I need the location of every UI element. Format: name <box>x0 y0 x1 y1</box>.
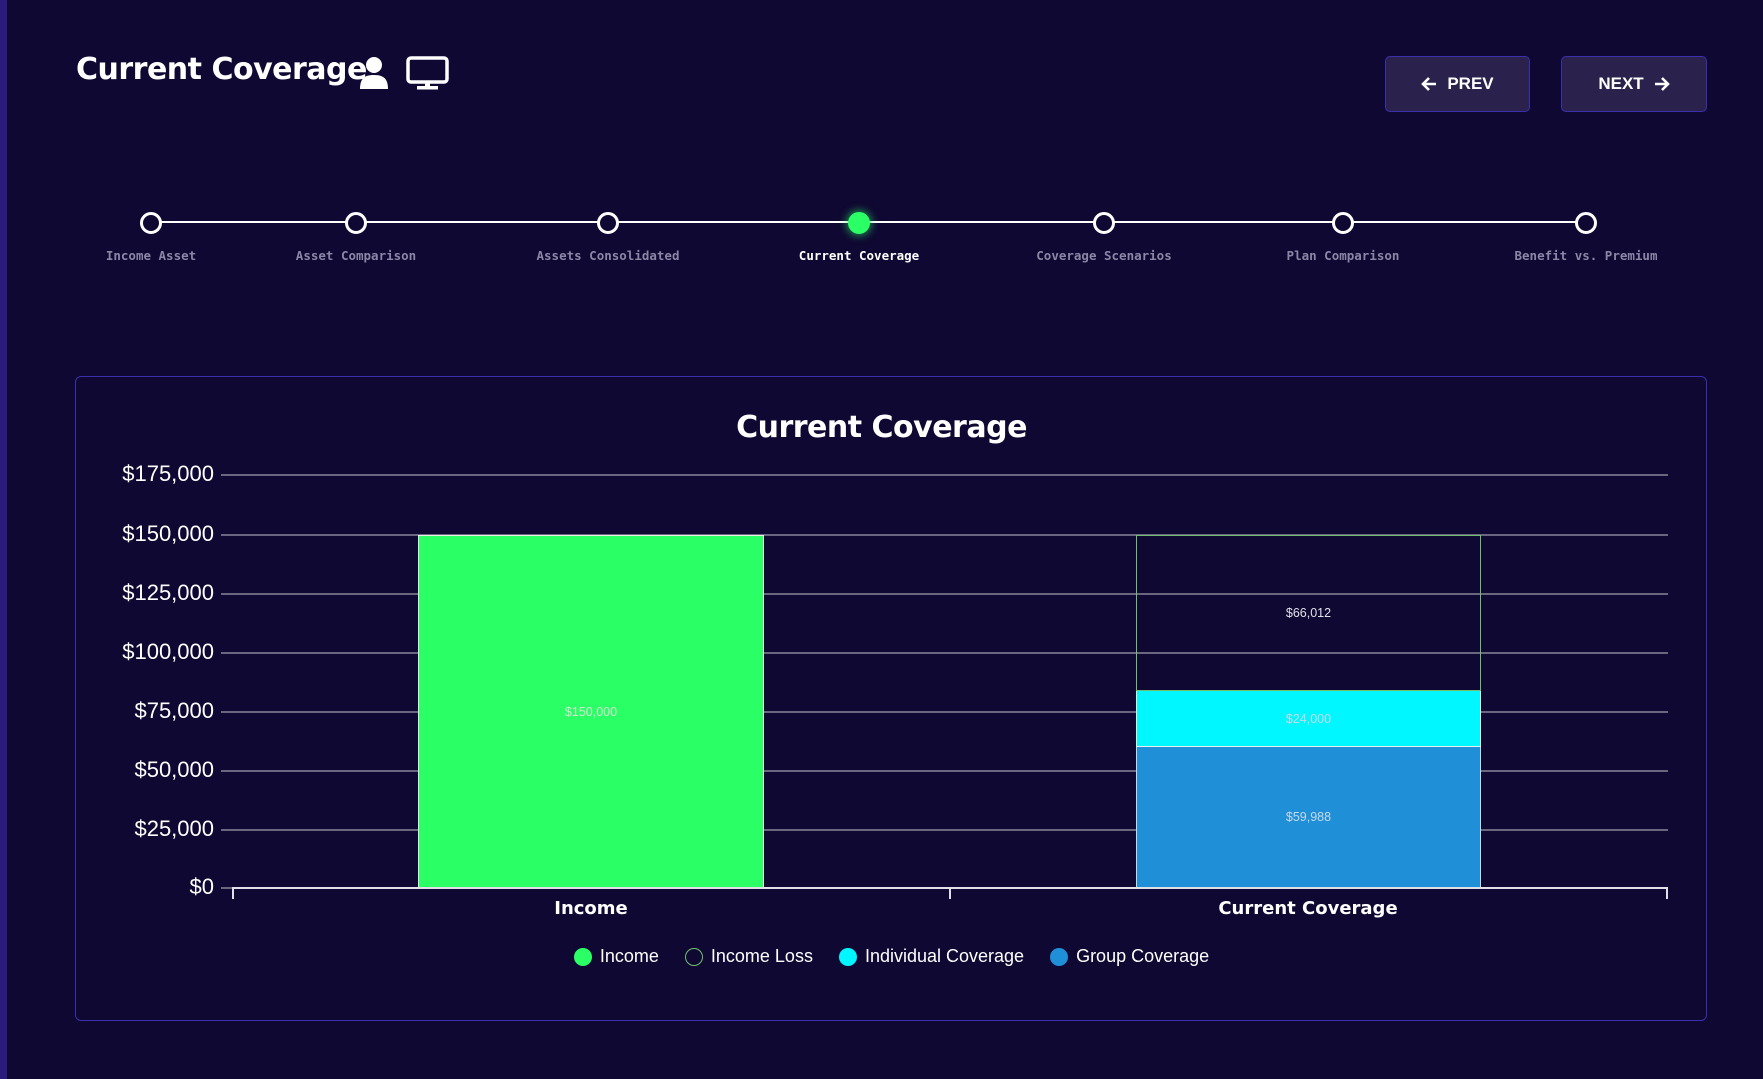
step-label[interactable]: Plan Comparison <box>1286 248 1400 263</box>
gridline <box>221 534 1668 536</box>
x-axis-tick <box>949 887 951 899</box>
bar-value-label: $59,988 <box>1285 810 1332 824</box>
step-dot[interactable] <box>1332 212 1354 234</box>
sidebar-edge <box>0 0 7 1079</box>
gridline <box>221 593 1668 595</box>
bar-value-label: $150,000 <box>564 704 618 719</box>
legend-label: Individual Coverage <box>864 946 1025 966</box>
gridline <box>221 887 233 889</box>
y-tick: $100,000 <box>122 639 214 664</box>
y-tick: $50,000 <box>134 757 214 782</box>
gridline <box>221 829 1668 831</box>
gridline <box>221 770 1668 772</box>
y-tick: $125,000 <box>122 580 214 605</box>
y-tick: $25,000 <box>134 816 214 841</box>
next-label: NEXT <box>1598 74 1644 93</box>
arrow-right-icon <box>1654 77 1670 91</box>
arrow-left-icon <box>1421 77 1437 91</box>
step-label[interactable]: Asset Comparison <box>295 248 417 263</box>
bar-income-loss[interactable]: $66,012 <box>1136 535 1481 691</box>
bar-income[interactable]: $150,000 <box>418 535 764 887</box>
legend-item-income-loss[interactable]: Income Loss <box>684 946 813 967</box>
x-label-income: Income <box>554 898 628 919</box>
x-label-current-coverage: Current Coverage <box>1218 898 1398 919</box>
step-label[interactable]: Income Asset <box>105 248 197 263</box>
x-axis-tick <box>1666 887 1668 899</box>
legend-dot-icon <box>573 947 592 966</box>
bar-group-coverage[interactable]: $59,988 <box>1136 747 1481 887</box>
step-label[interactable]: Current Coverage <box>798 248 920 263</box>
legend-label: Income Loss <box>710 946 813 966</box>
chart-card <box>75 376 1707 1021</box>
legend-ring-icon <box>684 947 703 966</box>
x-axis-tick <box>232 887 234 899</box>
step-dot[interactable] <box>1093 212 1115 234</box>
step-label[interactable]: Assets Consolidated <box>536 248 680 263</box>
user-icon[interactable] <box>359 56 389 94</box>
legend-item-group-coverage[interactable]: Group Coverage <box>1050 946 1209 967</box>
legend-label: Group Coverage <box>1076 946 1210 966</box>
page-title: Current Coverage <box>76 52 367 87</box>
gridline <box>221 652 1668 654</box>
gridline <box>221 711 1668 713</box>
bar-value-label: $66,012 <box>1285 606 1332 620</box>
step-label[interactable]: Benefit vs. Premium <box>1514 248 1658 263</box>
prev-button[interactable]: PREV <box>1385 56 1530 112</box>
step-dot[interactable] <box>140 212 162 234</box>
prev-label: PREV <box>1447 74 1494 93</box>
legend-dot-icon <box>1050 947 1069 966</box>
chart-legend: Income Income Loss Individual Coverage G… <box>0 946 1763 967</box>
chart-title: Current Coverage <box>736 410 1027 445</box>
legend-dot-icon <box>838 947 857 966</box>
legend-item-income[interactable]: Income <box>573 946 659 967</box>
step-label[interactable]: Coverage Scenarios <box>1036 248 1172 263</box>
step-dot[interactable] <box>597 212 619 234</box>
bar-individual-coverage[interactable]: $24,000 <box>1136 691 1481 747</box>
y-tick: $0 <box>189 874 214 899</box>
y-tick: $175,000 <box>122 461 214 486</box>
legend-label: Income <box>599 946 659 966</box>
monitor-icon[interactable] <box>406 56 449 95</box>
bar-value-label: $24,000 <box>1285 711 1332 726</box>
legend-item-individual-coverage[interactable]: Individual Coverage <box>838 946 1025 967</box>
step-dot[interactable] <box>1575 212 1597 234</box>
gridline <box>221 474 1668 476</box>
y-tick: $150,000 <box>122 521 214 546</box>
step-dot[interactable] <box>345 212 367 234</box>
next-button[interactable]: NEXT <box>1561 56 1707 112</box>
y-tick: $75,000 <box>134 698 214 723</box>
step-dot-active[interactable] <box>848 212 870 234</box>
